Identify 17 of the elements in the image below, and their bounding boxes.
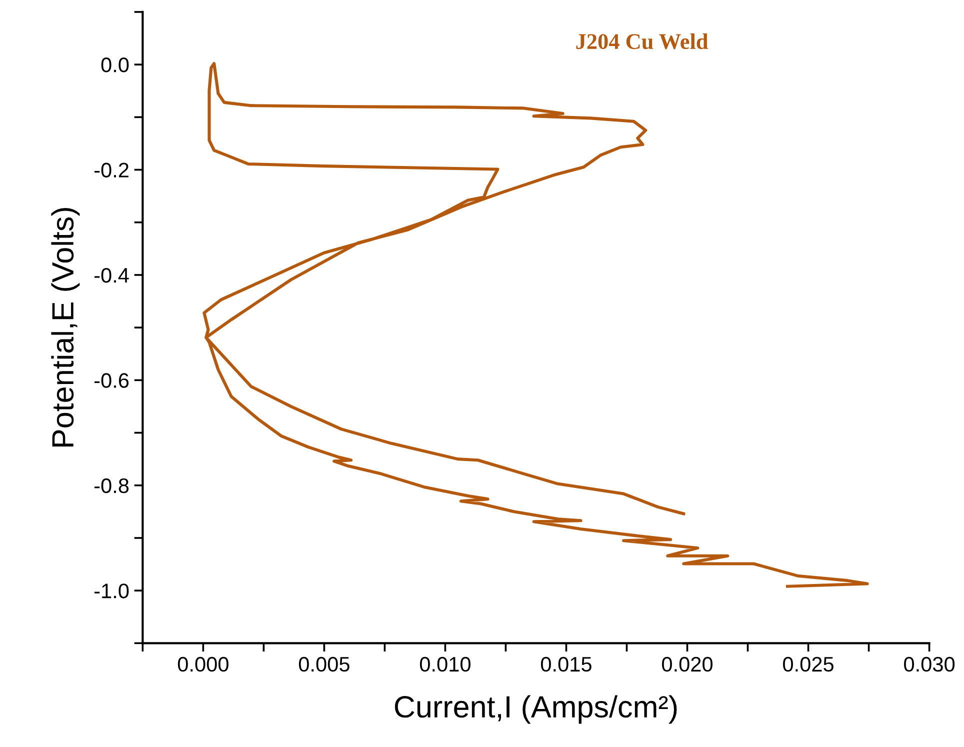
x-tick-label: 0.015: [540, 656, 592, 672]
y-tick-label: -0.2: [94, 162, 128, 178]
x-tick-label: 0.010: [420, 656, 470, 672]
text: J204 Cu Weld: [576, 33, 708, 50]
y-tick-label: -1.0: [94, 584, 129, 598]
x-tick-label: 0.000: [178, 656, 228, 672]
y-axis-title: Potential,E (Volts): [51, 208, 80, 446]
x-tick-label: 0.005: [298, 656, 350, 672]
x-tick-label: 0.020: [662, 656, 713, 672]
y-tick-label: -0.4: [94, 268, 129, 283]
x-axis-title: Current,I (Amps/cm²): [394, 695, 677, 724]
x-tick-label: 0.025: [783, 656, 834, 672]
y-tick-label: -0.8: [94, 478, 129, 494]
y-tick-label: -0.6: [94, 373, 129, 388]
line-series: [202, 62, 869, 588]
y-tick-label: 0.0: [101, 58, 129, 72]
x-tick-label: 0.030: [904, 656, 955, 672]
